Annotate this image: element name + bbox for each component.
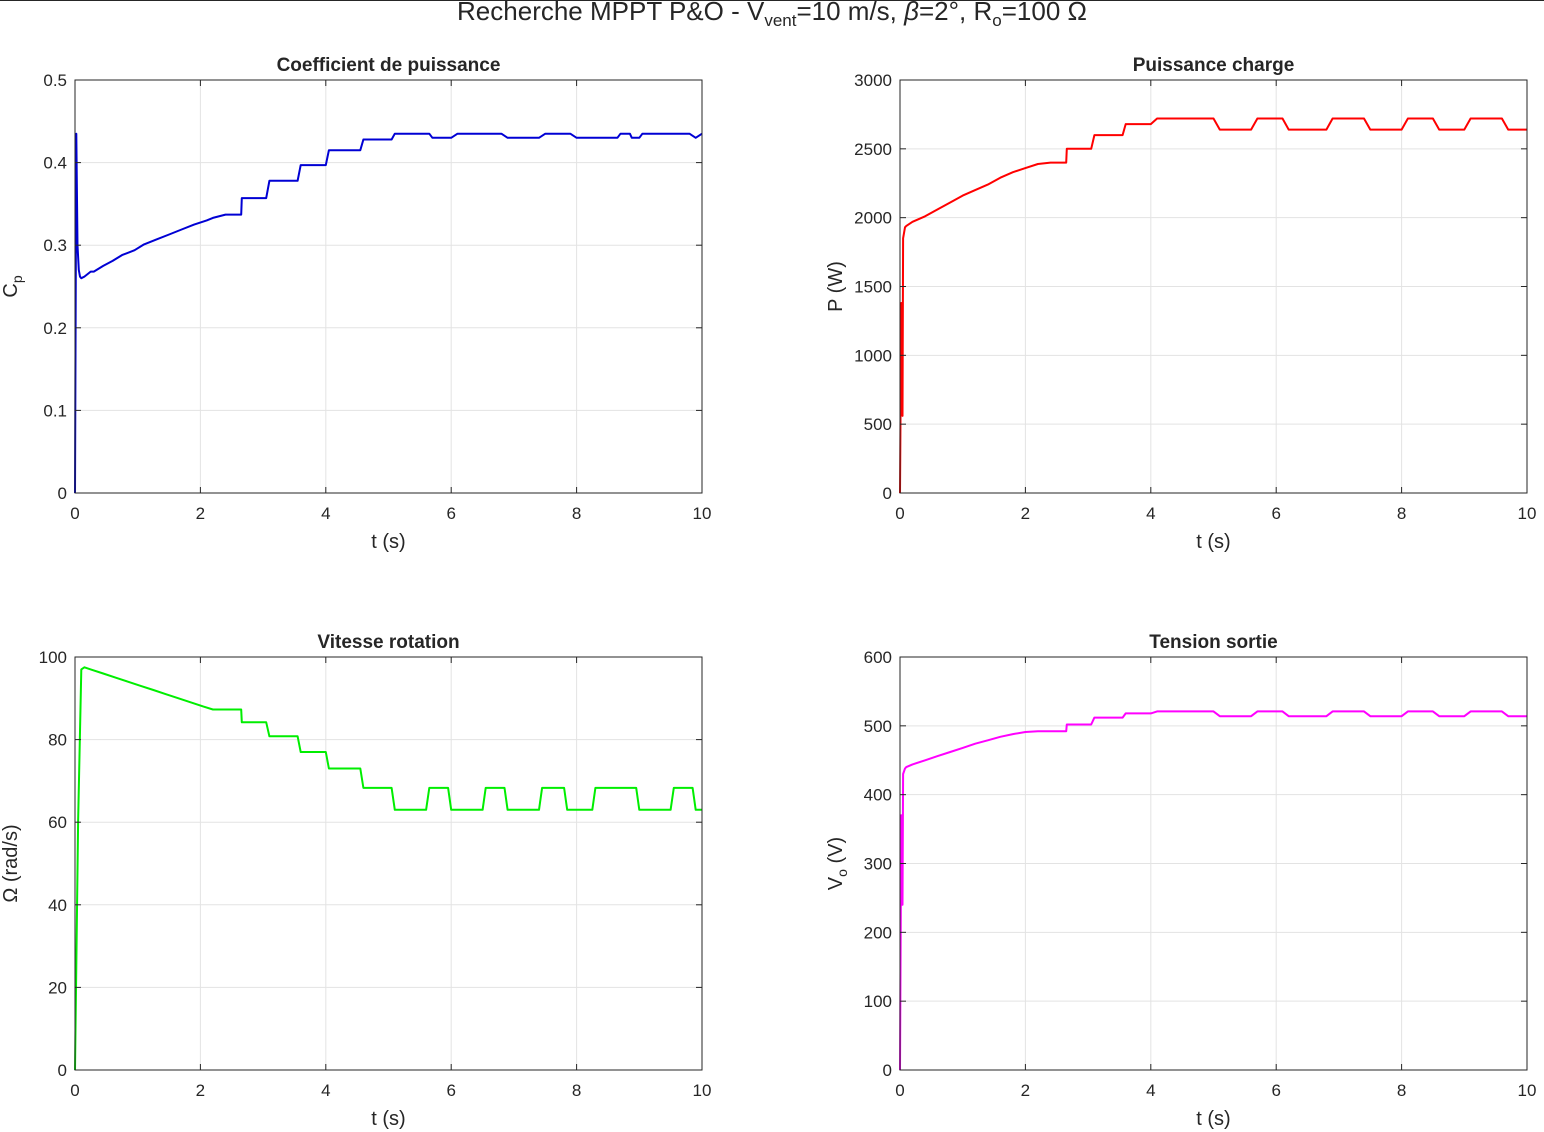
y-tick-label-power: 2000 [854,209,892,228]
x-axis-label-cp: t (s) [371,531,405,553]
y-tick-label-cp: 0.2 [43,319,67,338]
y-tick-label-cp: 0.4 [43,154,67,173]
y-tick-label-speed: 80 [48,731,67,750]
y-tick-label-power: 1000 [854,346,892,365]
x-tick-label-voltage: 2 [1021,1081,1030,1100]
y-tick-label-speed: 40 [48,896,67,915]
y-axis-label-voltage: Vo (V) [825,837,850,890]
axes-frame-cp [74,79,703,494]
y-tick-label-power: 0 [883,484,892,503]
x-tick-label-power: 2 [1021,504,1030,523]
y-tick-label-speed: 0 [58,1061,67,1080]
y-axis-label-cp: Cp [0,275,25,297]
series-line-speed [74,666,702,1071]
x-tick-label-power: 6 [1271,504,1280,523]
y-tick-label-voltage: 100 [864,992,892,1011]
y-tick-label-speed: 100 [39,648,67,667]
figure-title: Recherche MPPT P&O - Vvent=10 m/s, β=2°,… [457,0,1087,31]
x-axis-label-power: t (s) [1196,531,1230,553]
y-tick-label-power: 1500 [854,278,892,297]
x-tick-label-speed: 8 [572,1081,581,1100]
x-tick-label-cp: 6 [446,504,455,523]
x-tick-label-cp: 4 [321,504,330,523]
chart-cp: 0 2 4 6 8 10 0 0.1 0.2 0.3 0.4 0.5 Coefficient de pu… [0,55,711,553]
x-tick-label-power: 0 [895,504,904,523]
y-tick-label-voltage: 0 [883,1061,892,1080]
chart-title-cp: Coefficient de puissance [277,55,501,76]
x-tick-label-voltage: 10 [1518,1081,1537,1100]
plot-area-speed [75,657,702,1070]
chart-title-voltage: Tension sortie [1149,632,1277,653]
x-tick-label-speed: 0 [70,1081,79,1100]
x-tick-label-voltage: 8 [1397,1081,1406,1100]
x-tick-label-voltage: 6 [1271,1081,1280,1100]
series-line-power [899,117,1527,494]
x-tick-label-speed: 6 [446,1081,455,1100]
y-tick-label-speed: 60 [48,813,67,832]
y-tick-label-voltage: 500 [864,717,892,736]
x-tick-label-speed: 10 [693,1081,712,1100]
x-tick-label-voltage: 0 [895,1081,904,1100]
y-axis-label-speed: Ω (rad/s) [0,824,22,902]
figure-top-border [0,0,1544,1]
x-tick-label-power: 10 [1518,504,1537,523]
x-tick-label-cp: 10 [693,504,712,523]
y-axis-label-power: P (W) [825,261,847,312]
x-tick-label-cp: 0 [70,504,79,523]
chart-title-power: Puissance charge [1133,55,1295,76]
y-tick-label-voltage: 600 [864,648,892,667]
x-tick-label-speed: 4 [321,1081,330,1100]
y-tick-label-voltage: 300 [864,855,892,874]
y-tick-label-voltage: 200 [864,923,892,942]
series-line-cp [74,132,703,494]
y-tick-label-speed: 20 [48,978,67,997]
x-axis-label-speed: t (s) [371,1108,405,1130]
y-tick-label-power: 500 [864,415,892,434]
series-line-voltage [899,710,1527,1071]
y-tick-label-cp: 0.1 [43,401,67,420]
y-tick-label-cp: 0.3 [43,236,67,255]
plot-area-cp [75,80,702,493]
y-tick-label-cp: 0 [58,484,67,503]
y-tick-label-power: 3000 [854,71,892,90]
y-tick-label-power: 2500 [854,140,892,159]
x-tick-label-voltage: 4 [1146,1081,1155,1100]
axes-frame-speed [74,656,703,1071]
x-tick-label-power: 8 [1397,504,1406,523]
y-tick-label-cp: 0.5 [43,71,67,90]
x-tick-label-power: 4 [1146,504,1155,523]
x-tick-label-speed: 2 [196,1081,205,1100]
x-tick-label-cp: 2 [196,504,205,523]
x-tick-label-cp: 8 [572,504,581,523]
x-axis-label-voltage: t (s) [1196,1108,1230,1130]
chart-title-speed: Vitesse rotation [317,632,459,653]
chart-power: 0 2 4 6 8 10 0 500 1000 1500 2000 2500 3000 Puissance… [825,55,1536,553]
y-tick-label-voltage: 400 [864,786,892,805]
